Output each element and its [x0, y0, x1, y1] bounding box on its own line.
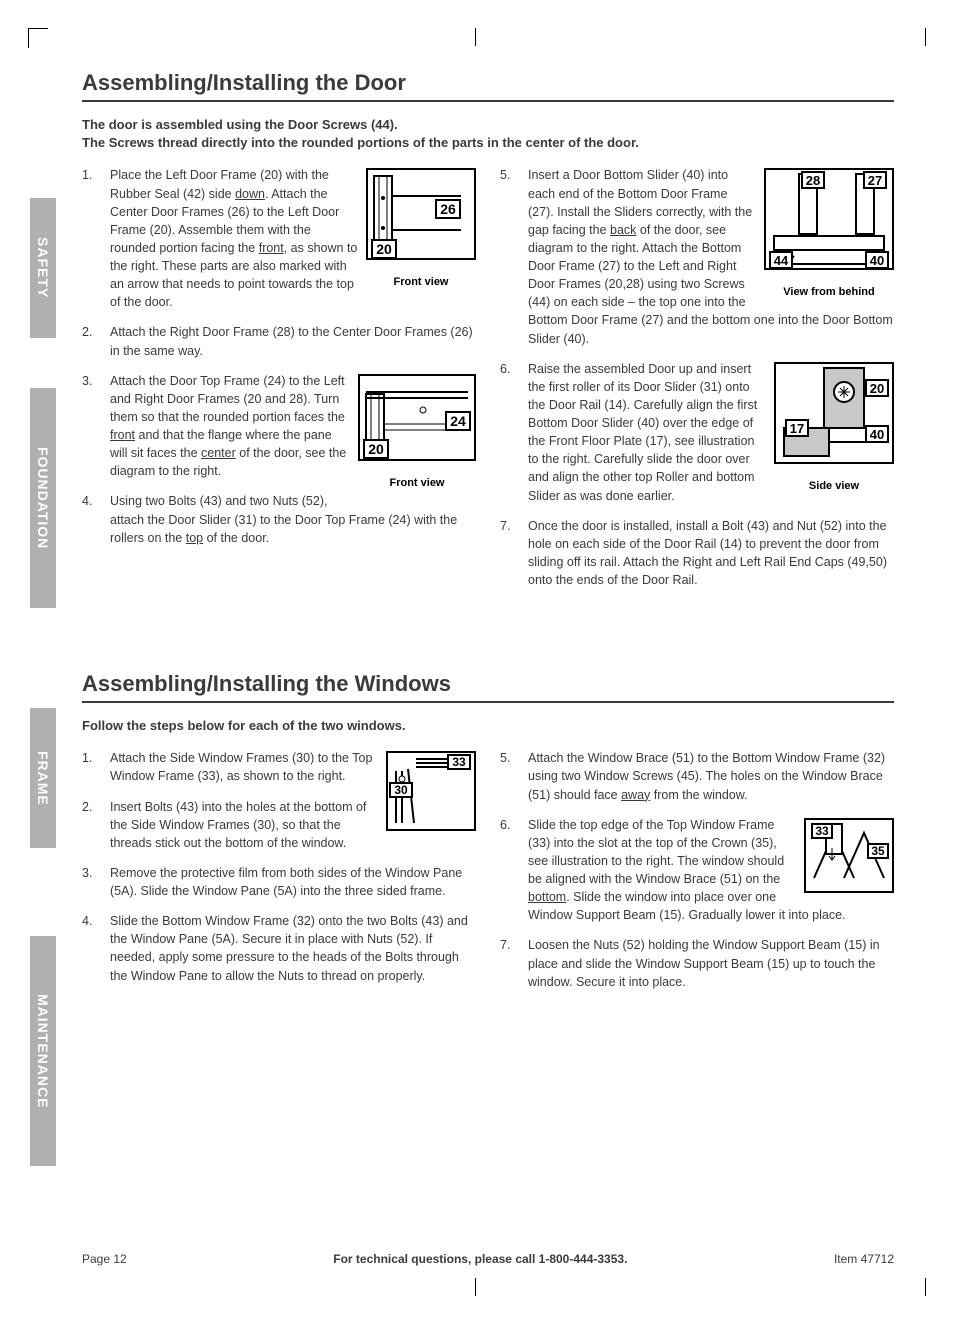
tab-safety: SAFETY: [30, 198, 56, 338]
svg-text:20: 20: [368, 441, 384, 457]
windows-columns: 33 30 Attach the Side Window Frames (30)…: [82, 749, 894, 1003]
crop-mark: [925, 1278, 926, 1296]
content: Assembling/Installing the Door The door …: [82, 70, 894, 1003]
intro-door: The door is assembled using the Door Scr…: [82, 116, 894, 152]
heading-windows: Assembling/Installing the Windows: [82, 671, 894, 703]
windows-col-left: 33 30 Attach the Side Window Frames (30)…: [82, 749, 476, 1003]
footer-phone: For technical questions, please call 1-8…: [127, 1252, 834, 1266]
list-item: Using two Bolts (43) and two Nuts (52), …: [82, 492, 476, 546]
svg-text:30: 30: [394, 783, 408, 797]
crop-mark: [28, 28, 48, 48]
list-item: Attach the Window Brace (51) to the Bott…: [500, 749, 894, 803]
svg-text:40: 40: [870, 427, 884, 442]
heading-door: Assembling/Installing the Door: [82, 70, 894, 102]
list-item: 33 30 Attach the Side Window Frames (30)…: [82, 749, 476, 785]
list-item: 26 20 Front view Place the Left Door Fra…: [82, 166, 476, 311]
door-col-right: 28 27 44 40 View from behind Insert a Do…: [500, 166, 894, 601]
list-item: 28 27 44 40 View from behind Insert a Do…: [500, 166, 894, 347]
section-windows: Assembling/Installing the Windows Follow…: [82, 671, 894, 1003]
svg-text:20: 20: [376, 241, 392, 257]
intro-line: The door is assembled using the Door Scr…: [82, 117, 398, 132]
page: SAFETY FOUNDATION FRAME MAINTENANCE Asse…: [34, 70, 894, 1274]
page-number: Page 12: [82, 1252, 127, 1266]
figure-front-view-1: 26 20 Front view: [366, 168, 476, 291]
figure-caption: Side view: [774, 479, 894, 495]
item-number: Item 47712: [834, 1252, 894, 1266]
intro-line: The Screws thread directly into the roun…: [82, 135, 639, 150]
figure-side-view: 20 17 40 Side view: [774, 362, 894, 495]
list-item: 24 20 Front view Attach the Door Top Fra…: [82, 372, 476, 481]
figure-crown-slot: 33 35: [804, 818, 894, 893]
list-item: 33 35 Slide the top edge of the Top Wind…: [500, 816, 894, 925]
list-item: Attach the Right Door Frame (28) to the …: [82, 323, 476, 359]
door-col-left: 26 20 Front view Place the Left Door Fra…: [82, 166, 476, 601]
svg-text:24: 24: [450, 413, 466, 429]
figure-caption: Front view: [366, 275, 476, 291]
figure-view-behind: 28 27 44 40 View from behind: [764, 168, 894, 301]
tab-label: MAINTENANCE: [35, 994, 51, 1108]
svg-text:17: 17: [790, 421, 804, 436]
svg-text:27: 27: [868, 173, 882, 188]
list-item: 20 17 40 Side view Raise the assembled D…: [500, 360, 894, 505]
tab-label: FRAME: [35, 751, 51, 806]
figure-caption: Front view: [358, 476, 476, 492]
tab-label: FOUNDATION: [35, 447, 51, 549]
list-item: Insert Bolts (43) into the holes at the …: [82, 798, 476, 852]
tab-maintenance: MAINTENANCE: [30, 936, 56, 1166]
intro-windows: Follow the steps below for each of the t…: [82, 717, 894, 735]
list-item: Once the door is installed, install a Bo…: [500, 517, 894, 590]
svg-text:33: 33: [452, 755, 466, 769]
door-columns: 26 20 Front view Place the Left Door Fra…: [82, 166, 894, 601]
svg-text:28: 28: [806, 173, 820, 188]
windows-col-right: Attach the Window Brace (51) to the Bott…: [500, 749, 894, 1003]
figure-caption: View from behind: [764, 285, 894, 301]
tab-frame: FRAME: [30, 708, 56, 848]
svg-text:20: 20: [870, 381, 884, 396]
svg-text:44: 44: [774, 253, 789, 268]
list-item: Remove the protective film from both sid…: [82, 864, 476, 900]
tab-foundation: FOUNDATION: [30, 388, 56, 608]
crop-mark: [475, 28, 476, 46]
svg-text:33: 33: [815, 824, 829, 838]
list-item: Loosen the Nuts (52) holding the Window …: [500, 936, 894, 990]
crop-mark: [925, 28, 926, 46]
svg-text:26: 26: [440, 201, 456, 217]
figure-front-view-2: 24 20 Front view: [358, 374, 476, 492]
crop-mark: [475, 1278, 476, 1296]
tab-label: SAFETY: [35, 237, 51, 298]
svg-text:35: 35: [871, 844, 885, 858]
footer: Page 12 For technical questions, please …: [82, 1252, 894, 1266]
svg-text:40: 40: [870, 253, 884, 268]
list-item: Slide the Bottom Window Frame (32) onto …: [82, 912, 476, 985]
